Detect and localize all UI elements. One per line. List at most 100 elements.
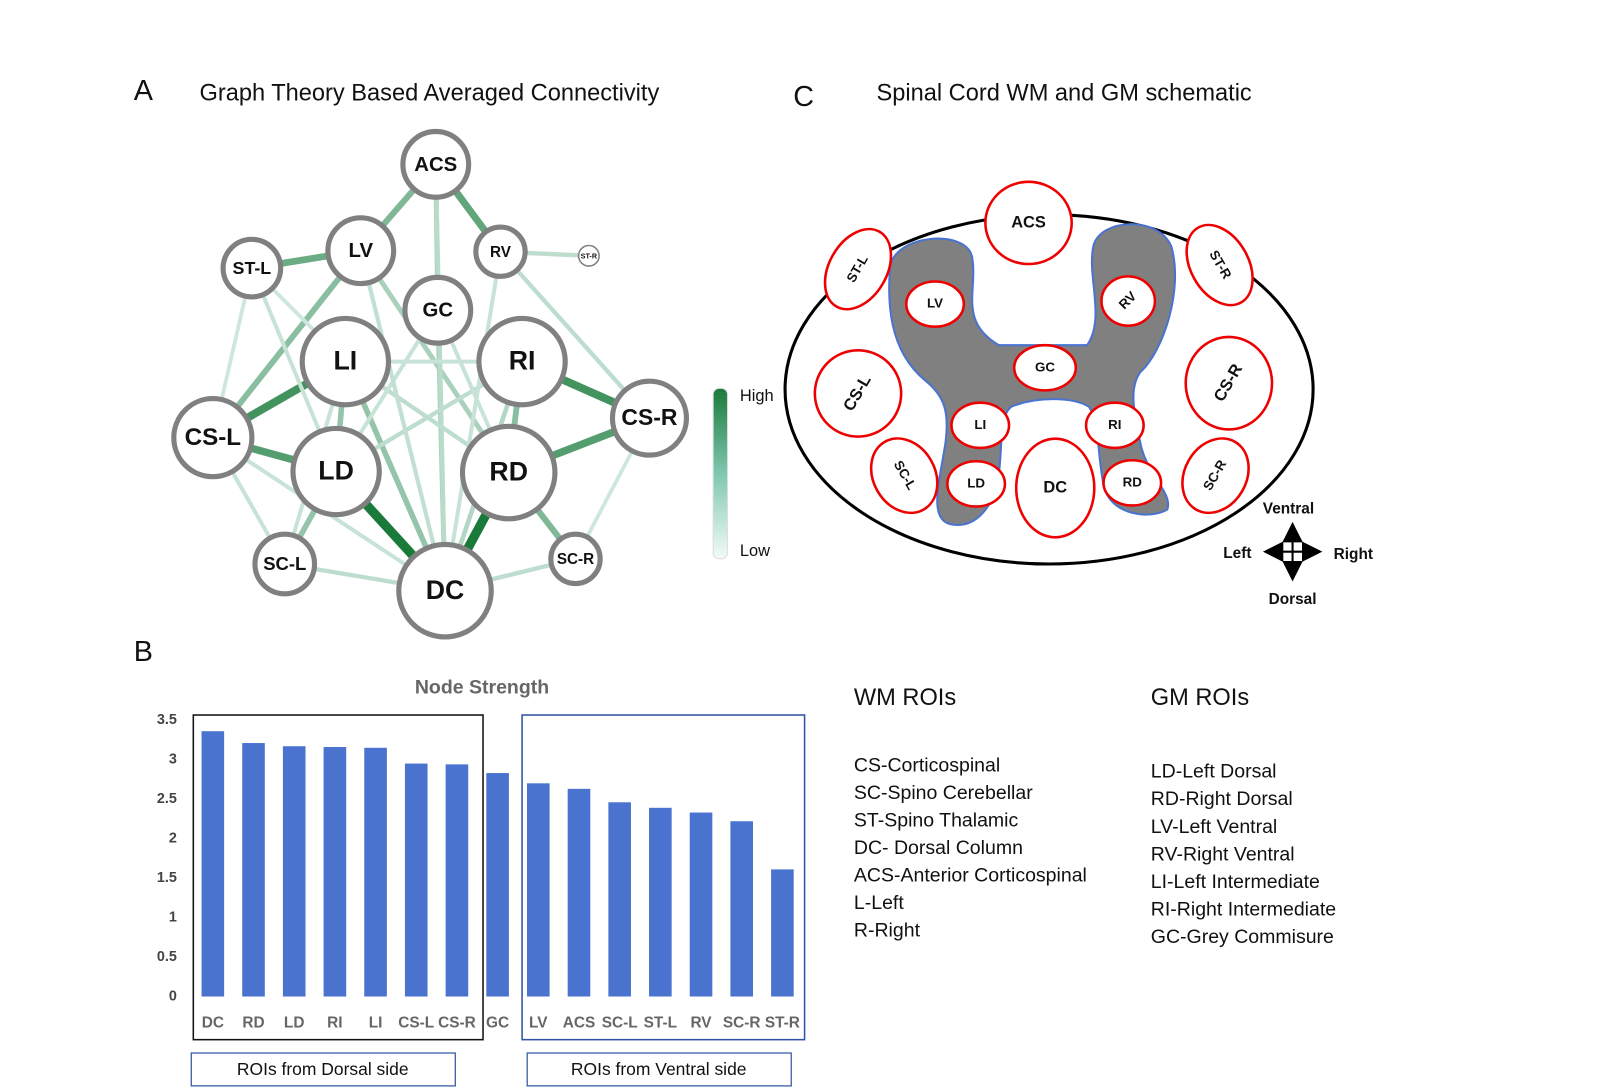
y-tick-label: 1.5 bbox=[157, 870, 177, 886]
y-tick-label: 1 bbox=[169, 909, 177, 925]
y-tick-label: 3.5 bbox=[157, 712, 177, 728]
roi bbox=[1100, 275, 1157, 327]
bar bbox=[526, 783, 550, 997]
node-label: ACS bbox=[414, 154, 457, 176]
roi bbox=[1181, 437, 1250, 515]
bar bbox=[242, 743, 265, 997]
legend-title: WM ROIs bbox=[854, 685, 956, 711]
x-tick-label: RD bbox=[242, 1014, 264, 1031]
node bbox=[220, 236, 284, 300]
x-tick-label: LV bbox=[529, 1014, 548, 1031]
node bbox=[459, 423, 558, 522]
node-label: ST-L bbox=[233, 258, 272, 278]
node-label: LV bbox=[349, 240, 374, 262]
group-box bbox=[521, 714, 806, 1041]
legend-item: L-Left bbox=[854, 892, 904, 914]
bar bbox=[567, 788, 591, 997]
roi bbox=[1185, 223, 1254, 307]
node bbox=[325, 215, 397, 287]
roi bbox=[813, 349, 903, 438]
node-label: SC-L bbox=[263, 553, 306, 574]
direction-label: Dorsal bbox=[1269, 591, 1317, 608]
legend-item: LI-Left Intermediate bbox=[1151, 871, 1320, 893]
x-tick-label: ACS bbox=[563, 1014, 596, 1031]
roi bbox=[1014, 437, 1096, 539]
panel-letter: C bbox=[793, 81, 814, 113]
direction-label: Left bbox=[1223, 545, 1251, 562]
legend-item: ST-Spino Thalamic bbox=[854, 810, 1019, 832]
bar bbox=[771, 869, 794, 997]
panel-letter: A bbox=[134, 75, 154, 107]
colorbar bbox=[712, 387, 729, 560]
bar bbox=[201, 731, 225, 997]
legend-item: GC-Grey Commisure bbox=[1151, 926, 1334, 948]
legend-item: CS-Corticospinal bbox=[854, 755, 1000, 777]
bar bbox=[649, 807, 672, 997]
node bbox=[396, 541, 494, 640]
node-label: RV bbox=[490, 244, 512, 261]
panel-title: Graph Theory Based Averaged Connectivity bbox=[199, 81, 659, 107]
node bbox=[577, 244, 600, 267]
y-tick-label: 2.5 bbox=[157, 791, 177, 807]
roi bbox=[869, 437, 939, 515]
roi bbox=[1184, 335, 1274, 431]
direction-label: Ventral bbox=[1263, 501, 1314, 518]
x-tick-label: LD bbox=[284, 1014, 305, 1031]
bar bbox=[730, 821, 754, 997]
group-label: ROIs from Dorsal side bbox=[237, 1059, 409, 1079]
bar bbox=[404, 763, 428, 997]
node bbox=[402, 274, 474, 346]
legend-item: RV-Right Ventral bbox=[1151, 843, 1295, 865]
roi bbox=[1084, 401, 1145, 450]
group-label: ROIs from Ventral side bbox=[571, 1059, 747, 1079]
legend-item: RD-Right Dorsal bbox=[1151, 788, 1293, 810]
roi-label: DC bbox=[1043, 478, 1067, 496]
roi bbox=[950, 401, 1011, 450]
roi bbox=[823, 227, 893, 311]
roi bbox=[1012, 343, 1078, 392]
roi-label: RI bbox=[1108, 417, 1121, 432]
group-caption-box bbox=[190, 1052, 456, 1087]
y-tick-label: 3 bbox=[169, 751, 177, 767]
bar bbox=[445, 764, 469, 997]
bar bbox=[486, 773, 509, 997]
bar-chart: 0 0.5 1 1.5 2 2.5 3 3.5 DC RD LD RI LI CS-L CS-R GC LV AC… bbox=[157, 712, 800, 1031]
legend-item: LV-Left Ventral bbox=[1151, 816, 1277, 838]
legend: CS-Corticospinal SC-Spino Cerebellar ST-Sp… bbox=[854, 755, 1336, 948]
legend-item: R-Right bbox=[854, 920, 921, 942]
roi bbox=[946, 459, 1007, 508]
node-label: ST-R bbox=[581, 252, 598, 261]
direction-label: Right bbox=[1334, 546, 1373, 563]
x-tick-label: CS-R bbox=[438, 1014, 476, 1031]
node-label: LD bbox=[318, 456, 354, 486]
bar bbox=[689, 812, 713, 997]
x-tick-label: ST-R bbox=[765, 1014, 800, 1031]
bar bbox=[364, 747, 387, 997]
roi bbox=[1102, 458, 1163, 507]
node bbox=[609, 378, 690, 458]
edge bbox=[433, 164, 448, 591]
x-tick-label: SC-R bbox=[723, 1014, 761, 1031]
roi-label: LI bbox=[974, 417, 986, 432]
y-tick-label: 2 bbox=[169, 830, 177, 846]
x-tick-label: CS-L bbox=[398, 1014, 434, 1031]
roi bbox=[905, 280, 966, 328]
roi bbox=[984, 180, 1073, 266]
node bbox=[299, 315, 392, 408]
node bbox=[548, 531, 603, 587]
group-caption-box bbox=[526, 1052, 792, 1087]
edge bbox=[443, 251, 503, 592]
legend-item: RI-Right Intermediate bbox=[1151, 898, 1336, 920]
node bbox=[290, 425, 382, 518]
roi-label: GC bbox=[1035, 359, 1055, 374]
legend-item: LD-Left Dorsal bbox=[1151, 761, 1277, 783]
node-label: LI bbox=[333, 346, 357, 376]
panel-title: Spinal Cord WM and GM schematic bbox=[876, 81, 1251, 107]
y-tick-label: 0 bbox=[169, 988, 177, 1004]
node-label: DC bbox=[426, 575, 465, 605]
node-label: CS-L bbox=[185, 424, 242, 451]
node-label: RD bbox=[489, 457, 528, 487]
roi-label: LV bbox=[927, 296, 943, 311]
